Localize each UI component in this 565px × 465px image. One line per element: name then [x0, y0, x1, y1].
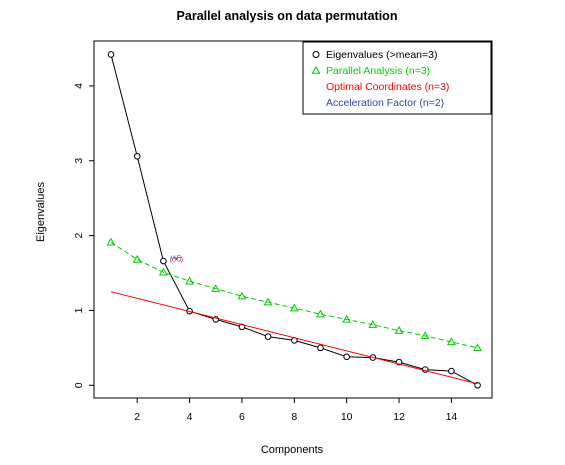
y-axis-label: Eigenvalues — [35, 182, 47, 242]
legend: Eigenvalues (>mean=3) Parallel Analysis (… — [302, 41, 492, 115]
x-tick-label: 2 — [134, 411, 140, 423]
data-point — [185, 276, 195, 285]
y-tick-label: 2 — [73, 233, 85, 239]
x-tick-label: 10 — [341, 411, 353, 423]
data-point — [237, 291, 247, 300]
y-tick-label: 0 — [73, 382, 85, 388]
series-line — [110, 291, 478, 385]
series-layer — [106, 51, 483, 389]
x-axis: 2 4 6 8 10 12 14 — [134, 397, 458, 423]
legend-marker — [312, 51, 320, 58]
series-2 — [110, 291, 478, 385]
data-point — [448, 367, 455, 375]
data-point — [394, 326, 404, 334]
data-point — [132, 254, 142, 263]
legend-label: Eigenvalues (>mean=3) — [326, 49, 438, 61]
legend-label: Parallel Analysis (n=3) — [326, 65, 430, 77]
data-point — [211, 284, 221, 292]
x-tick-label: 12 — [393, 411, 405, 423]
x-axis-label: Components — [261, 444, 324, 456]
data-point — [160, 257, 167, 265]
series-line — [110, 241, 478, 349]
legend-label: Acceleration Factor (n=2) — [326, 97, 444, 109]
x-tick-label: 8 — [291, 411, 297, 423]
x-tick-label: 4 — [187, 411, 193, 423]
legend-label: Optimal Coordinates (n=3) — [326, 81, 449, 93]
data-point — [420, 331, 430, 340]
y-axis: 0 1 2 3 4 — [73, 83, 95, 388]
legend-marker — [311, 65, 321, 74]
data-point — [446, 337, 456, 346]
data-point — [316, 309, 325, 318]
y-tick-label: 4 — [73, 83, 85, 89]
data-point — [473, 343, 483, 352]
y-tick-label: 1 — [73, 307, 85, 313]
data-point — [158, 267, 168, 276]
data-point — [106, 237, 116, 246]
data-point — [368, 320, 378, 328]
data-point — [107, 51, 115, 58]
data-point — [263, 297, 273, 306]
series-0 — [107, 51, 481, 389]
legend-box — [302, 41, 492, 115]
x-tick-label: 14 — [446, 411, 458, 423]
series-1 — [106, 237, 483, 352]
data-point — [317, 344, 324, 352]
x-tick-label: 6 — [239, 411, 245, 423]
data-point — [264, 333, 272, 340]
data-point — [343, 353, 350, 361]
annotation-layer: (OC)(AF) — [170, 256, 183, 263]
annotation-label: (AF) — [170, 256, 182, 262]
data-point — [342, 314, 352, 323]
chart-title: Parallel analysis on data permutation — [177, 9, 398, 23]
y-tick-label: 3 — [73, 158, 85, 164]
annotation-label: (OC) — [170, 258, 183, 264]
data-point — [133, 152, 141, 160]
data-point — [289, 303, 299, 312]
